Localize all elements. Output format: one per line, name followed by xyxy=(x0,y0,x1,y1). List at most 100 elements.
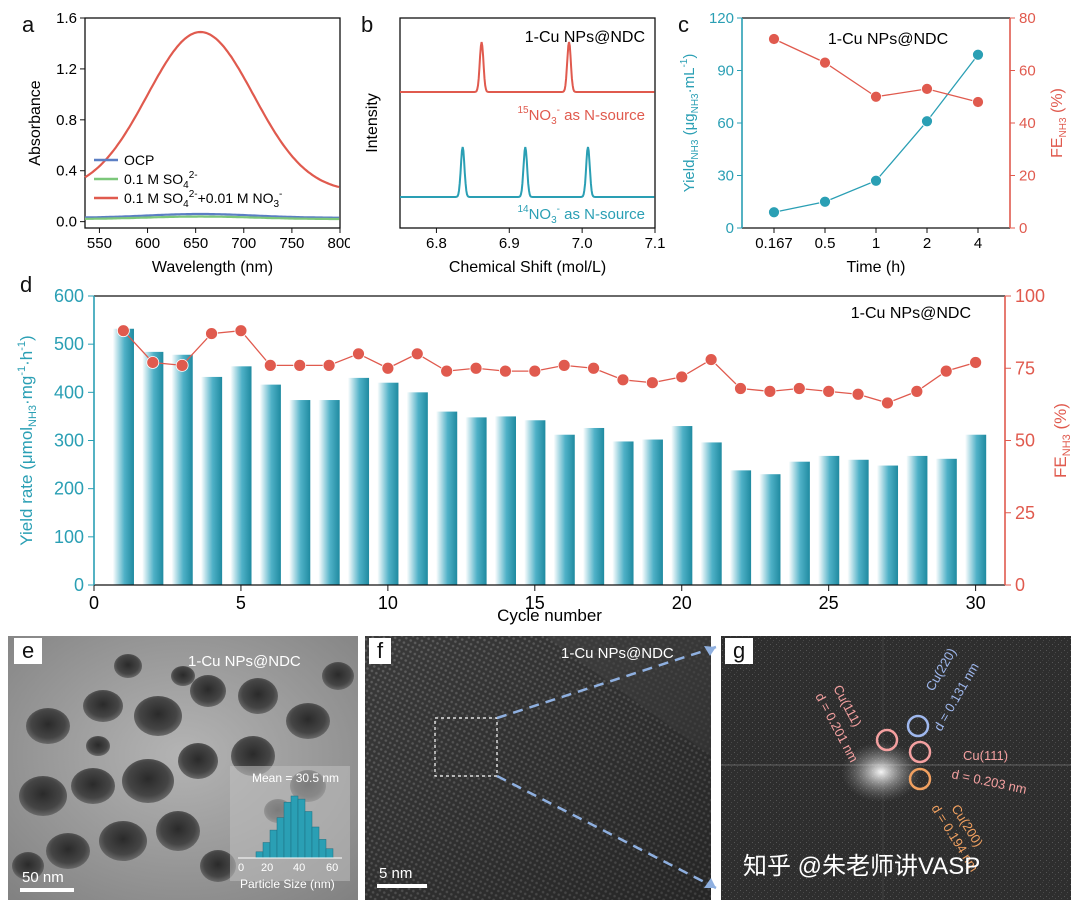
a-xtick-label: 650 xyxy=(183,235,208,252)
d-fe-point xyxy=(352,347,365,361)
panel-label-c: c xyxy=(678,12,689,37)
tem-image: 1-Cu NPs@NDC Mean = 30.5 nm Particle Siz… xyxy=(8,636,358,900)
fft-ring-cu111-a xyxy=(875,728,899,752)
d-bar xyxy=(671,426,693,585)
d-ytick-left-label: 300 xyxy=(54,431,84,451)
c-xlabel: Time (h) xyxy=(847,259,906,276)
d-xtick-label: 15 xyxy=(525,593,545,613)
tem-nanoparticle xyxy=(46,833,90,869)
tem-hist-bar xyxy=(297,798,306,859)
c-xtick-label: 2 xyxy=(923,235,931,252)
chart-a: 550 600 650 700 750 800 0.0 0.4 0.8 1.2 1.6 Wavelen… xyxy=(27,10,350,276)
d-fe-point xyxy=(969,356,983,369)
tem-scale-bar xyxy=(20,888,74,892)
d-fe-point xyxy=(116,324,130,338)
b-series-label: 15NO3- as N-source xyxy=(517,105,645,127)
tem-hist-bar xyxy=(283,801,292,859)
tem-nanoparticle xyxy=(190,675,226,707)
a-legend-entry: OCP xyxy=(124,152,154,168)
c-series-point xyxy=(870,90,882,103)
hrtem-image: 1-Cu NPs@NDC 5 nm xyxy=(365,636,711,900)
chart-d: 0 5 10 15 20 25 300100200300400500600025507510… xyxy=(16,286,1073,625)
c-series-line xyxy=(773,54,979,213)
d-ytick-left-label: 600 xyxy=(54,286,84,306)
b-series-line xyxy=(400,41,655,93)
d-fe-point xyxy=(146,356,160,369)
d-fe-point xyxy=(263,358,277,372)
d-fe-point xyxy=(763,384,777,398)
b-xtick-label: 6.8 xyxy=(426,235,447,252)
tem-hist-bar xyxy=(325,848,334,859)
d-xtick-label: 30 xyxy=(966,593,986,613)
c-ytick-left-label: 0 xyxy=(726,220,734,237)
d-fe-point xyxy=(499,364,512,378)
d-ytick-left-label: 100 xyxy=(54,527,84,547)
d-bar xyxy=(700,442,722,585)
tem-inset-tick-1: 20 xyxy=(261,862,273,874)
tem-hist-bar xyxy=(276,817,285,859)
tem-nanoparticle xyxy=(122,759,174,803)
tem-nanoparticle xyxy=(12,852,44,880)
b-series-line xyxy=(400,146,655,198)
d-fe-point xyxy=(792,382,806,395)
tem-title: 1-Cu NPs@NDC xyxy=(188,653,301,670)
fft-label-cu111-b: Cu(111) xyxy=(963,748,1008,763)
c-series-point xyxy=(768,33,780,45)
tem-nanoparticle xyxy=(99,821,147,861)
d-fe-point xyxy=(587,361,600,375)
a-xtick-label: 750 xyxy=(279,235,304,252)
b-xtick-label: 7.0 xyxy=(572,235,593,252)
d-bar xyxy=(788,461,810,585)
d-bar xyxy=(347,377,370,585)
hrtem-scale-bar xyxy=(377,884,427,888)
d-fe-point xyxy=(469,361,483,375)
a-ytick-label: 0.4 xyxy=(56,163,77,180)
d-bar xyxy=(818,455,840,585)
d-fe-point xyxy=(205,327,218,340)
d-fe-point xyxy=(645,376,659,390)
c-ylabel-left: YieldNH3 (μgNH3·mL-1) xyxy=(679,54,701,193)
b-series-label: 14NO3- as N-source xyxy=(517,204,645,226)
tem-hist-bar xyxy=(311,826,320,859)
watermark: 知乎 @朱老师讲VASP xyxy=(743,853,980,880)
a-series-line xyxy=(84,215,339,221)
d-fe-point xyxy=(822,384,836,398)
b-frame xyxy=(399,17,656,229)
tem-hist-bar xyxy=(269,829,278,859)
panel-label-a: a xyxy=(22,12,35,37)
panel-label-b: b xyxy=(361,12,374,37)
c-xtick-label: 4 xyxy=(974,235,982,252)
d-bar xyxy=(847,459,869,585)
tem-nanoparticle xyxy=(238,678,278,714)
a-xlabel: Wavelength (nm) xyxy=(152,259,273,276)
d-bar xyxy=(906,455,928,585)
tem-inset-tick-2: 40 xyxy=(293,862,305,874)
tem-hist-bar xyxy=(304,811,313,859)
a-xtick-label: 600 xyxy=(135,235,160,252)
c-ytick-left-label: 90 xyxy=(717,63,734,80)
c-ytick-left-label: 60 xyxy=(717,115,734,132)
d-ytick-left-label: 500 xyxy=(54,334,84,354)
tem-inset-tick-0: 0 xyxy=(238,862,244,874)
tem-nanoparticle xyxy=(26,708,70,744)
hrtem-scale-label: 5 nm xyxy=(379,865,412,882)
c-ytick-left-label: 120 xyxy=(709,10,734,27)
c-ytick-right-label: 0 xyxy=(1019,220,1027,237)
c-series-point xyxy=(870,174,882,187)
d-bar xyxy=(965,434,987,585)
d-fe-point xyxy=(910,384,924,398)
d-ytick-right-label: 50 xyxy=(1015,431,1035,451)
fft-image: Cu(111) d = 0.201 nm Cu(220) d = 0.131 n… xyxy=(721,636,1071,900)
d-ytick-left-label: 200 xyxy=(54,479,84,499)
c-ytick-right-label: 80 xyxy=(1019,10,1036,27)
tem-nanoparticle xyxy=(178,743,218,779)
panel-label-f: f xyxy=(369,638,392,664)
panel-label-e: e xyxy=(14,638,43,664)
d-bar xyxy=(377,382,399,585)
d-xtick-label: 20 xyxy=(672,593,692,613)
d-fe-point xyxy=(557,358,571,372)
tem-nanoparticle xyxy=(114,654,142,678)
d-bar xyxy=(142,351,164,585)
hrtem-title: 1-Cu NPs@NDC xyxy=(561,645,674,662)
tem-image-panel: 1-Cu NPs@NDC Mean = 30.5 nm Particle Siz… xyxy=(8,636,358,900)
